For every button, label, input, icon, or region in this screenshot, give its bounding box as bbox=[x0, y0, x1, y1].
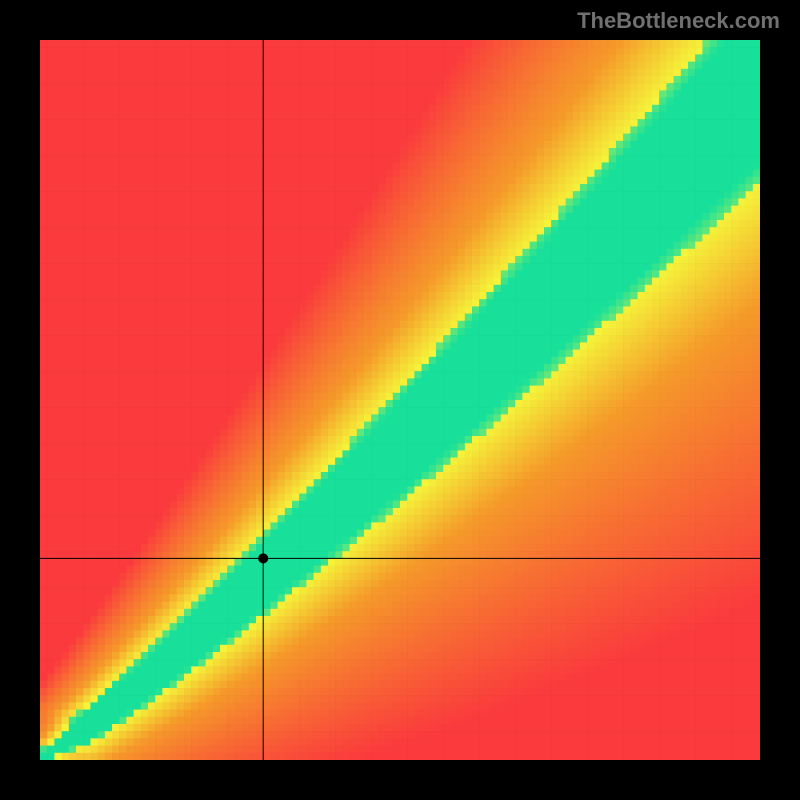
chart-container: TheBottleneck.com bbox=[0, 0, 800, 800]
heatmap-plot bbox=[40, 40, 760, 760]
watermark-text: TheBottleneck.com bbox=[577, 8, 780, 34]
heatmap-canvas bbox=[40, 40, 760, 760]
